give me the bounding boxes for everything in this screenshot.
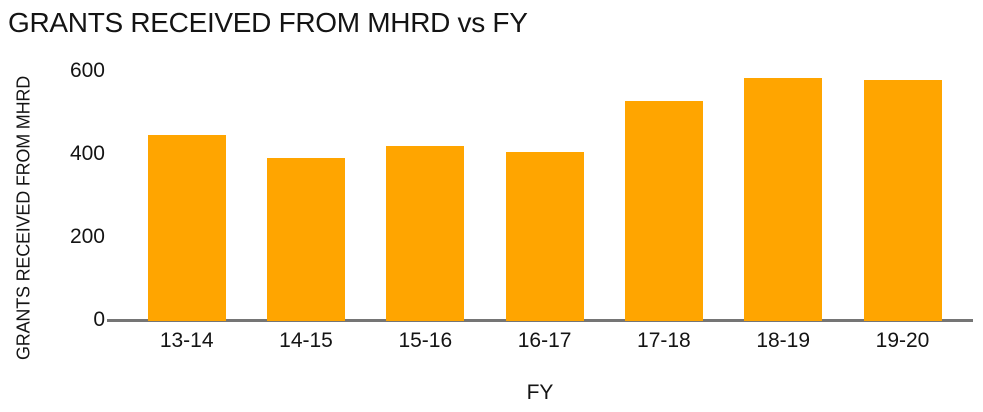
x-tick-label: 19-20 [875,329,930,352]
bar-16-17 [505,151,584,322]
x-tick-label: 15-16 [398,329,453,352]
y-tick-label: 400 [69,141,105,165]
bar-19-20 [863,80,942,322]
bar-13-14 [147,134,226,322]
y-tick-label: 200 [69,224,105,248]
x-tick-label: 17-18 [637,329,691,352]
x-tick-label: 13-14 [159,329,214,352]
chart-title: GRANTS RECEIVED FROM MHRD vs FY [8,7,528,38]
bar-15-16 [386,146,465,322]
y-axis-title: GRANTS RECEIVED FROM MHRD [13,75,34,361]
x-tick-label: 16-17 [517,329,572,352]
x-tick-label: 14-15 [279,329,333,352]
x-tick-label: 18-19 [756,329,811,352]
y-tick-label: 0 [93,308,105,331]
bar-18-19 [744,77,823,322]
x-axis-title: FY [526,381,554,404]
bar-14-15 [267,157,345,322]
bar-17-18 [624,100,703,322]
y-tick-label: 600 [69,58,105,82]
